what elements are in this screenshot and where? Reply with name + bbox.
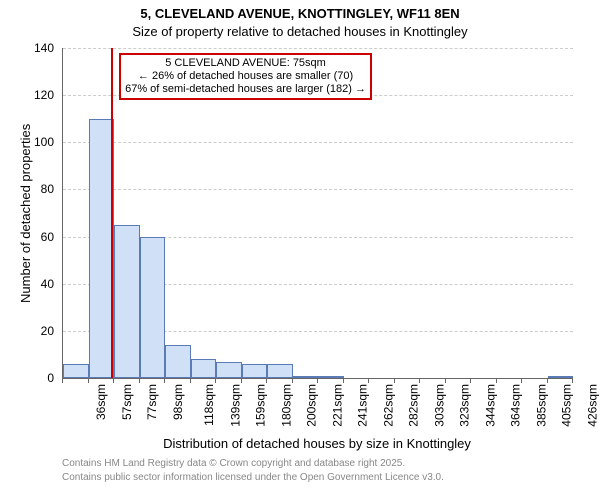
x-tick-label: 221sqm <box>330 384 344 427</box>
x-tick-label: 303sqm <box>432 384 446 427</box>
x-tick <box>164 378 165 383</box>
x-tick <box>190 378 191 383</box>
x-tick <box>394 378 395 383</box>
y-tick-label: 120 <box>24 88 54 102</box>
x-tick-label: 282sqm <box>407 384 421 427</box>
x-tick-label: 180sqm <box>279 384 293 427</box>
x-tick <box>139 378 140 383</box>
x-tick-label: 36sqm <box>94 384 108 420</box>
x-tick-label: 241sqm <box>356 384 370 427</box>
x-tick <box>266 378 267 383</box>
histogram-bar <box>548 376 574 378</box>
x-tick <box>419 378 420 383</box>
y-tick-label: 20 <box>24 324 54 338</box>
x-tick <box>241 378 242 383</box>
x-tick <box>572 378 573 383</box>
histogram-bar <box>89 119 115 378</box>
x-tick <box>470 378 471 383</box>
histogram-bar <box>318 376 344 378</box>
histogram-bar <box>114 225 140 378</box>
histogram-bar <box>165 345 191 378</box>
x-tick <box>343 378 344 383</box>
x-tick <box>215 378 216 383</box>
gridline <box>63 189 573 190</box>
annotation-line: 67% of semi-detached houses are larger (… <box>125 83 366 96</box>
gridline <box>63 48 573 49</box>
histogram-bar <box>63 364 89 378</box>
y-tick-label: 0 <box>24 371 54 385</box>
histogram-bar <box>140 237 166 378</box>
x-tick-label: 405sqm <box>560 384 574 427</box>
x-tick <box>496 378 497 383</box>
x-tick <box>88 378 89 383</box>
x-tick <box>113 378 114 383</box>
x-tick-label: 262sqm <box>381 384 395 427</box>
y-tick-label: 80 <box>24 182 54 196</box>
chart-container: 5, CLEVELAND AVENUE, KNOTTINGLEY, WF11 8… <box>0 0 600 500</box>
y-tick-label: 140 <box>24 41 54 55</box>
x-tick-label: 159sqm <box>254 384 268 427</box>
histogram-bar <box>216 362 242 379</box>
histogram-bar <box>267 364 293 378</box>
x-tick <box>317 378 318 383</box>
annotation-line: ← 26% of detached houses are smaller (70… <box>125 70 366 83</box>
x-tick <box>445 378 446 383</box>
x-tick <box>292 378 293 383</box>
annotation-box: 5 CLEVELAND AVENUE: 75sqm← 26% of detach… <box>119 53 372 101</box>
marker-line <box>111 48 113 378</box>
histogram-bar <box>242 364 268 378</box>
y-tick-label: 40 <box>24 277 54 291</box>
chart-title-line2: Size of property relative to detached ho… <box>0 24 600 39</box>
chart-title-line1: 5, CLEVELAND AVENUE, KNOTTINGLEY, WF11 8… <box>0 6 600 21</box>
footer-line1: Contains HM Land Registry data © Crown c… <box>62 458 405 469</box>
gridline <box>63 142 573 143</box>
x-tick-label: 77sqm <box>145 384 159 420</box>
x-tick-label: 364sqm <box>509 384 523 427</box>
histogram-bar <box>191 359 217 378</box>
x-axis-label: Distribution of detached houses by size … <box>62 436 572 451</box>
x-tick <box>62 378 63 383</box>
histogram-bar <box>293 376 319 378</box>
footer-line2: Contains public sector information licen… <box>62 472 444 483</box>
x-tick-label: 426sqm <box>585 384 599 427</box>
x-tick-label: 200sqm <box>305 384 319 427</box>
x-tick-label: 385sqm <box>534 384 548 427</box>
annotation-line: 5 CLEVELAND AVENUE: 75sqm <box>125 57 366 70</box>
x-tick-label: 98sqm <box>171 384 185 420</box>
x-tick-label: 118sqm <box>202 384 216 426</box>
x-tick-label: 139sqm <box>228 384 242 427</box>
plot-area: 5 CLEVELAND AVENUE: 75sqm← 26% of detach… <box>62 48 573 379</box>
x-tick-label: 344sqm <box>483 384 497 427</box>
y-tick-label: 60 <box>24 230 54 244</box>
x-tick <box>368 378 369 383</box>
x-tick <box>521 378 522 383</box>
y-tick-label: 100 <box>24 135 54 149</box>
x-tick <box>547 378 548 383</box>
x-tick-label: 323sqm <box>458 384 472 427</box>
x-tick-label: 57sqm <box>120 384 134 420</box>
